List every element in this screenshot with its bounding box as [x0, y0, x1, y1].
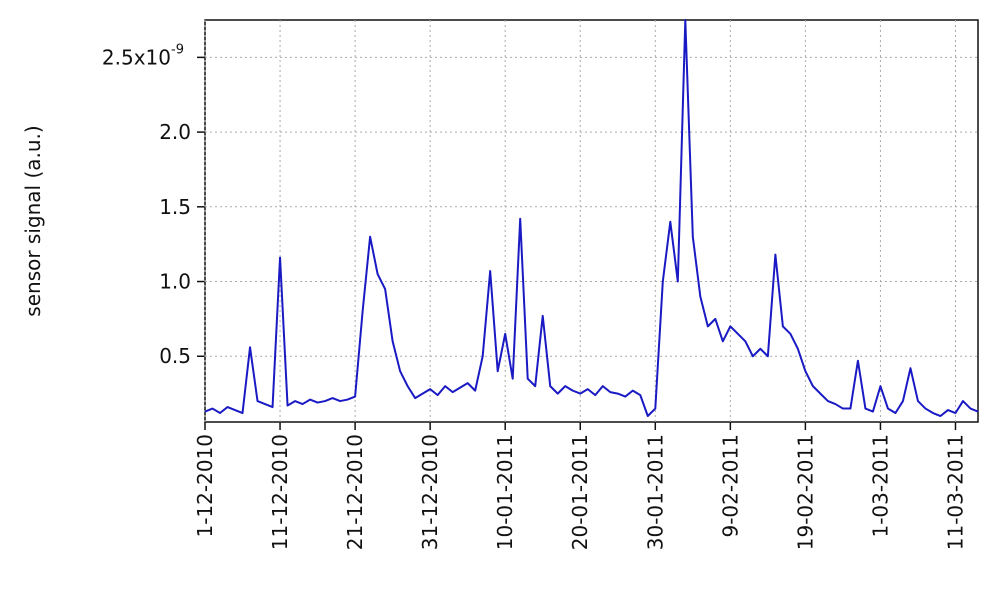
x-tick-label: 19-02-2011	[793, 434, 817, 550]
x-tick-label: 11-12-2010	[268, 434, 292, 550]
y-tick-label: 0.5	[159, 344, 191, 368]
x-tick-label: 1-12-2010	[193, 434, 217, 538]
x-tick-label: 11-03-2011	[943, 434, 967, 550]
y-tick-label: 1.0	[159, 270, 191, 294]
plot-frame	[204, 19, 979, 423]
x-tick-label: 21-12-2010	[343, 434, 367, 550]
data-line	[204, 19, 979, 418]
x-tick-label: 31-12-2010	[418, 434, 442, 550]
x-tick-label: 1-03-2011	[868, 434, 892, 538]
y-tick-label: 1.5	[159, 195, 191, 219]
y-tick-label: 2.0	[159, 120, 191, 144]
y-tick-label: 2.5x10	[102, 45, 171, 69]
x-tick-label: 30-01-2011	[643, 434, 667, 550]
x-tick-label: 9-02-2011	[718, 434, 742, 538]
x-tick-label: 10-01-2011	[493, 434, 517, 550]
y-axis-label: sensor signal (a.u.)	[21, 125, 45, 316]
y-tick-exponent: -9	[171, 42, 184, 57]
x-tick-label: 20-01-2011	[568, 434, 592, 550]
